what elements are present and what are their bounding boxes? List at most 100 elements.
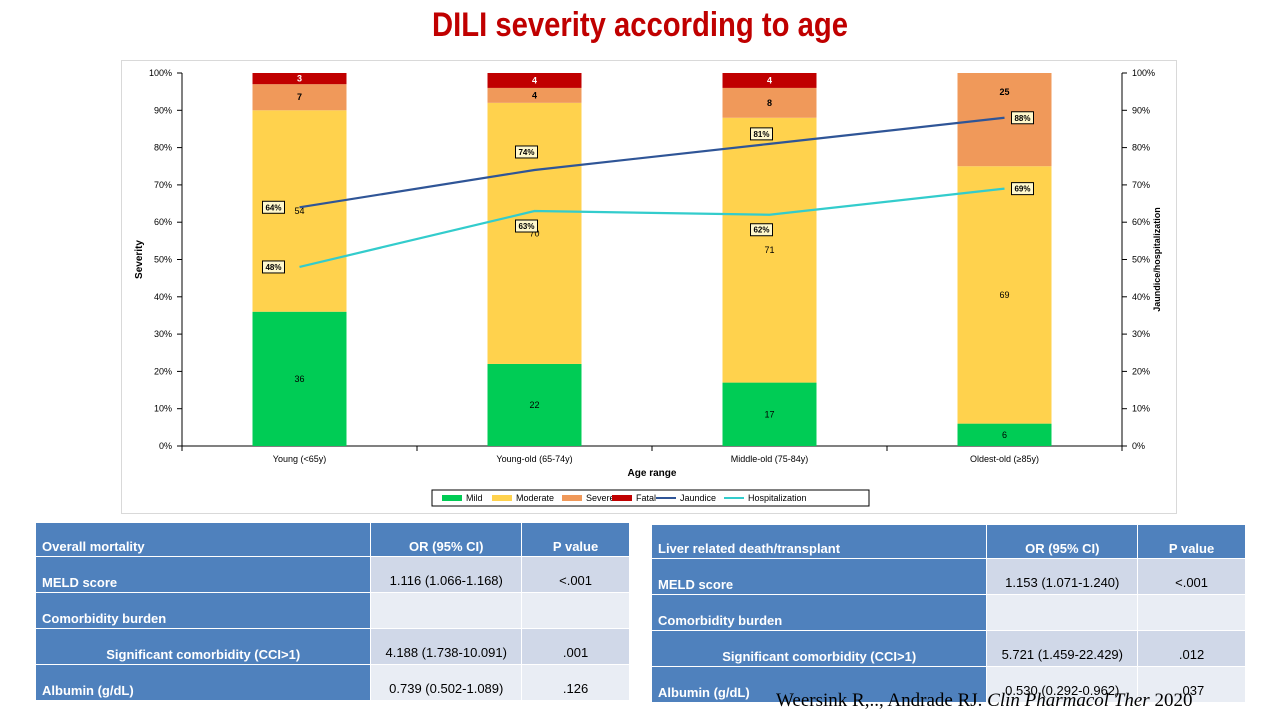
table-header-or: OR (95% CI) (370, 522, 523, 557)
table-cell-or: 1.116 (1.066-1.168) (370, 556, 523, 593)
bar-value-label: 3 (297, 74, 302, 84)
y2-tick-label: 70% (1132, 180, 1150, 190)
y-tick-label: 60% (154, 217, 172, 227)
bar-value-label: 70 (529, 228, 539, 238)
bar-mild (722, 382, 817, 446)
legend-label: Severe (586, 493, 615, 503)
line-value-box (515, 145, 538, 159)
bar-severe (487, 87, 582, 103)
x-axis-title: Age range (628, 468, 677, 479)
table-cell-p: .012 (1137, 630, 1246, 667)
bar-value-label: 69 (999, 290, 1009, 300)
bar-mild (487, 363, 582, 446)
line-value-label: 81% (753, 130, 769, 139)
table-cell-p: .001 (521, 628, 630, 665)
x-tick-label: Young-old (65-74y) (496, 454, 572, 464)
table-cell-or (370, 592, 523, 629)
y2-tick-label: 80% (1132, 143, 1150, 153)
bar-moderate (957, 166, 1052, 424)
legend-label: Jaundice (680, 493, 716, 503)
table-header-label: Overall mortality (34, 522, 372, 557)
line-value-box (1011, 182, 1034, 196)
line-value-label: 69% (1014, 185, 1030, 194)
table-header-p: P value (1137, 524, 1246, 559)
bar-value-label: 22 (529, 400, 539, 410)
legend-label: Hospitalization (748, 493, 807, 503)
y-tick-label: 0% (159, 441, 172, 451)
table-row-label: Significant comorbidity (CCI>1) (34, 628, 372, 665)
bar-value-label: 7 (297, 92, 302, 102)
y-tick-label: 80% (154, 143, 172, 153)
y-axis-title: Severity (134, 240, 145, 279)
citation-authors: Weersink R,.., Andrade RJ. (776, 690, 988, 711)
line-value-label: 62% (753, 226, 769, 235)
legend-swatch-mild (442, 495, 462, 501)
table-cell-or: 0.739 (0.502-1.089) (370, 664, 523, 701)
x-tick-label: Young (<65y) (273, 454, 326, 464)
bar-value-label: 17 (764, 409, 774, 419)
bar-fatal (722, 73, 817, 88)
table-row-label: Albumin (g/dL) (34, 664, 372, 701)
bar-moderate (722, 117, 817, 383)
bar-value-label: 6 (1002, 430, 1007, 440)
chart-area: 0% 0% 10% 10% 20% 20% 30% 30% 40% 40% 50% 50% 60% 60%… (121, 60, 1177, 514)
table-row-label: Albumin (g/dL) (650, 666, 988, 703)
y2-tick-label: 20% (1132, 366, 1150, 376)
bar-mild (252, 311, 347, 446)
y2-tick-label: 40% (1132, 292, 1150, 302)
y-tick-label: 70% (154, 180, 172, 190)
line-value-box (515, 219, 538, 233)
bar-severe (957, 73, 1052, 167)
bar-fatal (252, 73, 347, 85)
legend-swatch-severe (562, 495, 582, 501)
table-cell-or: 4.188 (1.738-10.091) (370, 628, 523, 665)
table-cell-p (521, 592, 630, 629)
bar-value-label: 4 (767, 75, 772, 85)
line-value-label: 74% (518, 148, 534, 157)
y-tick-label: 20% (154, 366, 172, 376)
legend-swatch-moderate (492, 495, 512, 501)
line-value-box (1011, 111, 1034, 125)
y2-tick-label: 50% (1132, 255, 1150, 265)
bar-mild (957, 423, 1052, 446)
table-row-label: Comorbidity burden (650, 594, 988, 631)
y-tick-label: 100% (149, 68, 172, 78)
y2-tick-label: 90% (1132, 105, 1150, 115)
line-value-box (750, 223, 773, 237)
y2-tick-label: 0% (1132, 441, 1145, 451)
x-tick-label: Oldest-old (≥85y) (970, 454, 1039, 464)
bar-value-label: 71 (764, 245, 774, 255)
x-tick-label: Middle-old (75-84y) (731, 454, 809, 464)
y2-tick-label: 30% (1132, 329, 1150, 339)
table-cell-or (986, 594, 1139, 631)
line-value-box (750, 127, 773, 141)
table-row-label: Significant comorbidity (CCI>1) (650, 630, 988, 667)
bar-severe (252, 84, 347, 111)
table-cell-or: 0.530 (0.292-0.962) (986, 666, 1139, 703)
table-cell-p (1137, 594, 1246, 631)
y-tick-label: 30% (154, 329, 172, 339)
page-title: DILI severity according to age (432, 6, 848, 44)
y-tick-label: 40% (154, 292, 172, 302)
table-cell-or: 1.153 (1.071-1.240) (986, 558, 1139, 595)
bar-value-label: 8 (767, 98, 772, 108)
liver-death-table: Liver related death/transplant OR (95% C… (650, 524, 1246, 703)
table-cell-or: 5.721 (1.459-22.429) (986, 630, 1139, 667)
overall-mortality-table: Overall mortality OR (95% CI) P value ME… (34, 522, 630, 701)
table-cell-p: .037 (1137, 666, 1246, 703)
y-tick-label: 90% (154, 105, 172, 115)
line-value-label: 64% (265, 203, 281, 212)
y2-axis-title: Jaundice/hospitalization (1152, 207, 1162, 312)
bar-value-label: 54 (294, 206, 304, 216)
legend-label: Mild (466, 493, 483, 503)
legend-label: Moderate (516, 493, 554, 503)
severity-chart: 0% 0% 10% 10% 20% 20% 30% 30% 40% 40% 50% 50% 60% 60%… (134, 68, 1162, 507)
line-value-label: 48% (265, 263, 281, 272)
table-row-label: MELD score (34, 556, 372, 593)
y2-tick-label: 60% (1132, 217, 1150, 227)
table-cell-p: .126 (521, 664, 630, 701)
bar-value-label: 36 (294, 374, 304, 384)
y-tick-label: 10% (154, 404, 172, 414)
bar-value-label: 4 (532, 75, 537, 85)
citation: Weersink R,.., Andrade RJ. Clin Pharmaco… (776, 690, 1192, 712)
